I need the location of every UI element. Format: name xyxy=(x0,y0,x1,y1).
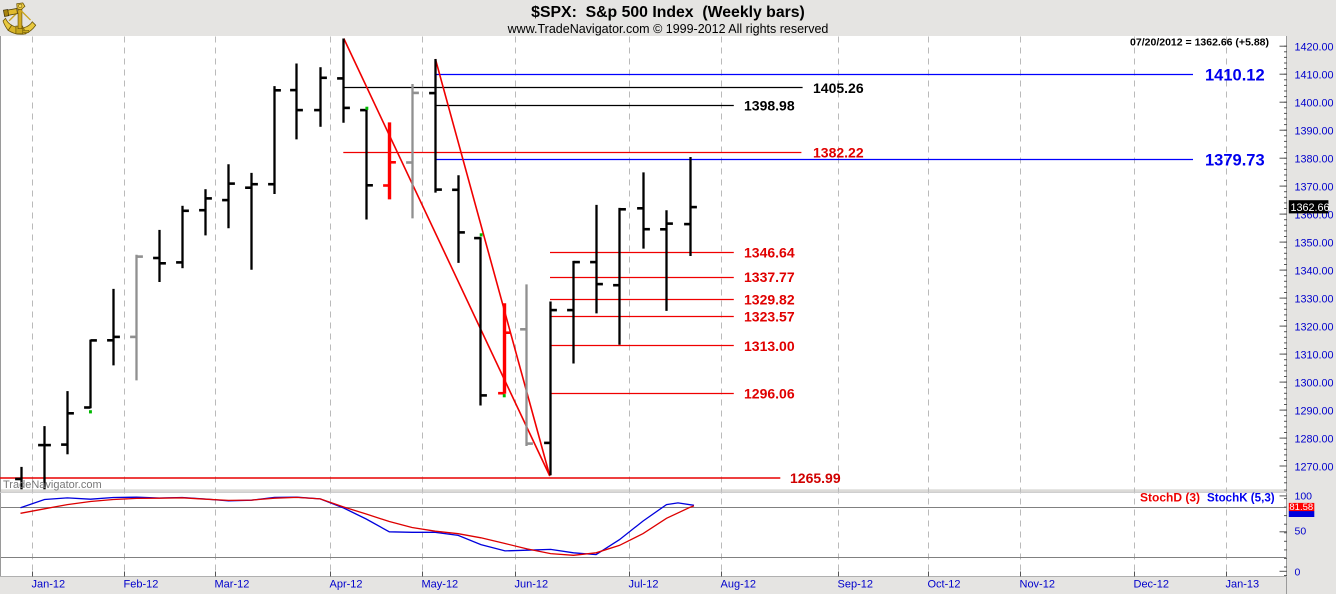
svg-text:1362.66: 1362.66 xyxy=(1291,202,1330,214)
svg-text:1323.57: 1323.57 xyxy=(744,309,795,325)
svg-text:Nov-12: Nov-12 xyxy=(1020,579,1055,591)
svg-text:May-12: May-12 xyxy=(422,579,459,591)
svg-text:www.TradeNavigator.com © 1999-: www.TradeNavigator.com © 1999-2012 All r… xyxy=(507,22,829,36)
svg-text:1350.00: 1350.00 xyxy=(1295,237,1334,249)
svg-text:1320.00: 1320.00 xyxy=(1295,321,1334,333)
svg-text:1337.77: 1337.77 xyxy=(744,269,795,285)
svg-text:100: 100 xyxy=(1295,491,1313,503)
svg-text:81.58: 81.58 xyxy=(1289,502,1313,513)
svg-text:StochK (5,3): StochK (5,3) xyxy=(1207,492,1275,505)
svg-text:1400.00: 1400.00 xyxy=(1295,98,1334,110)
svg-text:1346.64: 1346.64 xyxy=(744,244,795,260)
svg-text:1300.00: 1300.00 xyxy=(1295,377,1334,389)
svg-text:1340.00: 1340.00 xyxy=(1295,265,1334,277)
svg-text:1313.00: 1313.00 xyxy=(744,338,795,354)
svg-text:Oct-12: Oct-12 xyxy=(928,579,961,591)
svg-text:1329.82: 1329.82 xyxy=(744,291,795,307)
svg-text:$SPX: S&p 500 Index (Weekly: $SPX: S&p 500 Index (Weekly bars) xyxy=(531,4,805,21)
svg-text:1379.73: 1379.73 xyxy=(1205,151,1265,169)
svg-text:1296.06: 1296.06 xyxy=(744,385,795,401)
svg-text:1270.00: 1270.00 xyxy=(1295,461,1334,473)
svg-text:Aug-12: Aug-12 xyxy=(721,579,756,591)
svg-text:Jan-13: Jan-13 xyxy=(1226,579,1260,591)
svg-text:StochD (3): StochD (3) xyxy=(1140,491,1200,505)
svg-text:1390.00: 1390.00 xyxy=(1295,126,1334,138)
svg-text:1398.98: 1398.98 xyxy=(744,98,795,114)
svg-text:Sep-12: Sep-12 xyxy=(838,579,873,591)
svg-text:50: 50 xyxy=(1295,526,1307,538)
svg-text:1382.22: 1382.22 xyxy=(813,144,864,160)
svg-text:1310.00: 1310.00 xyxy=(1295,349,1334,361)
svg-text:1370.00: 1370.00 xyxy=(1295,181,1334,193)
svg-text:1330.00: 1330.00 xyxy=(1295,293,1334,305)
svg-text:Jul-12: Jul-12 xyxy=(629,579,659,591)
svg-text:1265.99: 1265.99 xyxy=(790,470,841,486)
svg-text:1410.00: 1410.00 xyxy=(1295,70,1334,82)
svg-text:1405.26: 1405.26 xyxy=(813,80,864,96)
svg-text:1280.00: 1280.00 xyxy=(1295,433,1334,445)
svg-text:Jan-12: Jan-12 xyxy=(32,579,66,591)
svg-text:0: 0 xyxy=(1295,567,1301,579)
svg-text:Dec-12: Dec-12 xyxy=(1134,579,1169,591)
svg-text:Jun-12: Jun-12 xyxy=(515,579,549,591)
svg-text:1380.00: 1380.00 xyxy=(1295,154,1334,166)
svg-text:TradeNavigator.com: TradeNavigator.com xyxy=(3,479,102,491)
svg-text:1420.00: 1420.00 xyxy=(1295,42,1334,54)
svg-text:Mar-12: Mar-12 xyxy=(215,579,250,591)
svg-text:1290.00: 1290.00 xyxy=(1295,405,1334,417)
svg-text:07/20/2012 = 1362.66 (+5.88): 07/20/2012 = 1362.66 (+5.88) xyxy=(1130,37,1269,49)
svg-text:Feb-12: Feb-12 xyxy=(124,579,159,591)
svg-text:Apr-12: Apr-12 xyxy=(330,579,363,591)
svg-text:1410.12: 1410.12 xyxy=(1205,66,1265,84)
